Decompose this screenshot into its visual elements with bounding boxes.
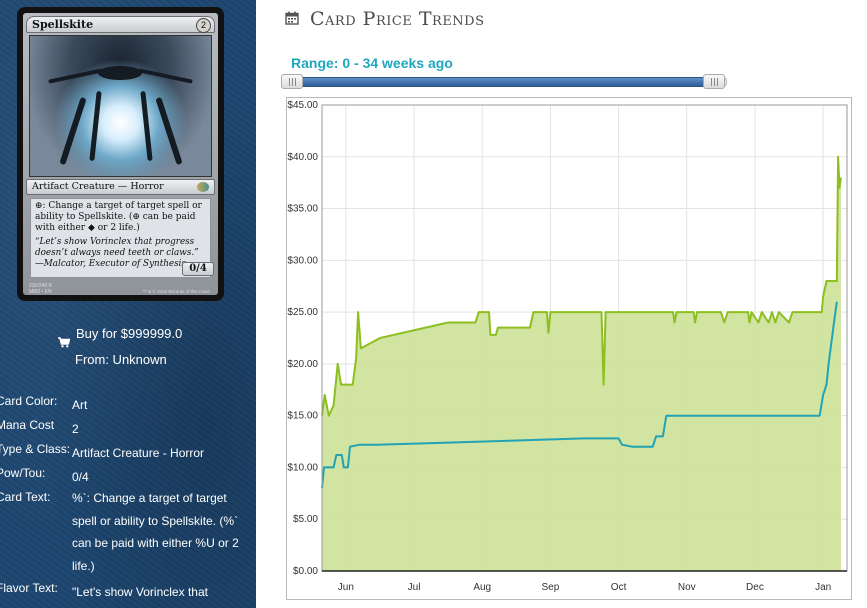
detail-value: 0/4 [72,470,89,484]
sidebar: Spellskite 2 Artifact Creature — Horror … [0,0,256,608]
y-tick-label: $5.00 [293,514,318,525]
buy-source: From: Unknown [75,352,167,367]
card-power-toughness: 0/4 [182,262,214,276]
series-area-upper [322,156,841,572]
x-tick-label: Jan [815,582,831,593]
x-tick-label: Nov [678,582,696,593]
detail-label: Flavor Text: [0,581,58,595]
card-art [29,35,212,177]
x-tick-label: Jul [408,582,421,593]
y-tick-label: $30.00 [287,255,318,266]
detail-label: Card Text: [0,490,51,504]
card-frame: Spellskite 2 Artifact Creature — Horror … [23,13,218,295]
x-tick-label: Dec [746,582,764,593]
card-text-box: ⊕: Change a target of target spell or ab… [30,198,211,278]
card-mana-cost: 2 [196,18,211,33]
set-symbol-icon [197,182,209,192]
card-name: Spellskite [32,18,94,31]
detail-label: Type & Class: [0,442,71,456]
slider-handle-end[interactable] [703,74,725,89]
y-tick-label: $15.00 [287,411,318,422]
card-type-line: Artifact Creature — Horror [32,181,164,192]
detail-label: Pow/Tou: [0,466,46,480]
card-name-bar: Spellskite 2 [26,16,215,33]
price-chart: $0.00 $5.00 $10.00 $15.00 $20.00 $25.00 $30.00… [286,97,852,600]
card-rules-text: ⊕: Change a target of target spell or ab… [35,201,202,233]
card-copyright: ™ & © 2015 Wizards of the Coast [142,289,210,294]
y-tick-label: $45.00 [287,100,318,111]
range-label: Range: 0 - 34 weeks ago [291,55,453,71]
card-flavor-text: “Let’s show Vorinclex that progress does… [35,237,199,269]
buy-price-link[interactable]: Buy for $999999.0 [76,326,183,341]
x-tick-label: Aug [473,582,491,593]
card-type-bar: Artifact Creature — Horror [26,179,215,195]
detail-label: Card Color: [0,394,58,408]
y-tick-label: $40.00 [287,152,318,163]
x-tick-label: Sep [542,582,560,593]
detail-value: Artifact Creature - Horror [72,446,205,460]
slider-range-fill [295,77,715,87]
series-line-lower [321,301,838,489]
x-tick-label: Oct [611,582,627,593]
calendar-icon [285,11,299,30]
series-line-upper [321,155,842,417]
y-tick-label: $0.00 [293,566,318,577]
y-tick-label: $25.00 [287,307,318,318]
detail-value: Art [72,398,88,412]
y-tick-label: $10.00 [287,462,318,473]
y-tick-label: $35.00 [287,204,318,215]
shopping-cart-icon[interactable] [58,336,71,351]
card-image[interactable]: Spellskite 2 Artifact Creature — Horror … [17,7,224,301]
page-title: Card Price Trends [310,8,485,30]
x-tick-label: Jun [338,582,354,593]
range-slider[interactable] [281,74,727,90]
detail-label: Mana Cost [0,418,55,432]
detail-value: "Let's show Vorinclex that [72,585,208,599]
detail-value: 2 [72,422,79,436]
detail-value: %`: Change a target of target spell or a… [72,491,239,573]
card-collector-info: 230/249 R MM2 • EN [29,283,53,295]
slider-handle-start[interactable] [281,74,303,89]
y-tick-label: $20.00 [287,359,318,370]
